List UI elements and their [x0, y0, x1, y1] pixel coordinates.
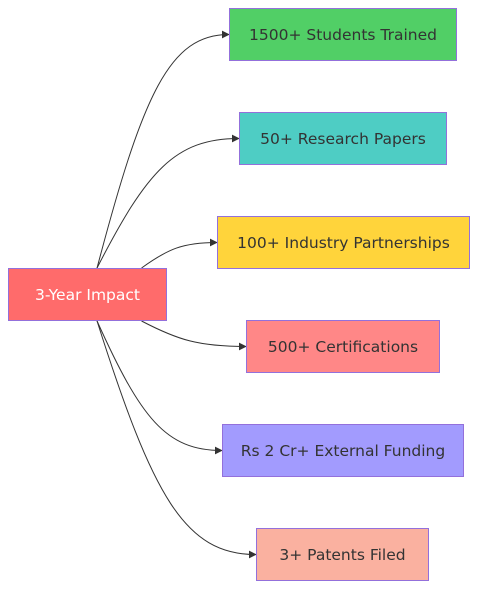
- outcome-label: 100+ Industry Partnerships: [237, 233, 450, 252]
- edge-root-to-outcome-4: [141, 320, 247, 351]
- outcome-label: 50+ Research Papers: [260, 129, 426, 148]
- edge-root-to-outcome-6: [96, 320, 257, 559]
- outcome-label: 3+ Patents Filed: [279, 545, 406, 564]
- edge-root-to-outcome-5: [96, 320, 223, 455]
- outcome-node-students-trained: 1500+ Students Trained: [229, 8, 457, 61]
- outcome-node-external-funding: Rs 2 Cr+ External Funding: [222, 424, 464, 477]
- outcome-node-research-papers: 50+ Research Papers: [239, 112, 447, 165]
- edges: [96, 30, 257, 559]
- outcome-label: 1500+ Students Trained: [249, 25, 437, 44]
- edge-root-to-outcome-1: [96, 30, 230, 269]
- root-node-3-year-impact: 3-Year Impact: [8, 268, 167, 321]
- edge-root-to-outcome-3: [141, 238, 218, 269]
- root-node-label: 3-Year Impact: [35, 285, 140, 304]
- outcome-node-certifications: 500+ Certifications: [246, 320, 440, 373]
- outcome-node-patents-filed: 3+ Patents Filed: [256, 528, 429, 581]
- outcome-label: Rs 2 Cr+ External Funding: [240, 441, 446, 460]
- edge-root-to-outcome-2: [96, 134, 240, 269]
- outcome-node-industry-partnerships: 100+ Industry Partnerships: [217, 216, 470, 269]
- outcome-label: 500+ Certifications: [267, 337, 419, 356]
